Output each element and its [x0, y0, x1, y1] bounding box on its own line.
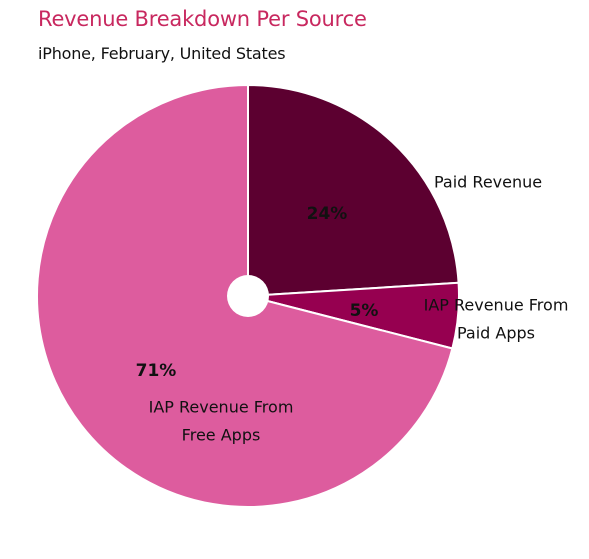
- pie-category-label: IAP Revenue From Paid Apps: [424, 296, 569, 343]
- pie-percent-label: 71%: [136, 361, 177, 381]
- pie-percent-label: 5%: [350, 301, 379, 321]
- pie-category-label-line: Paid Revenue: [434, 173, 542, 192]
- pie-center-hole: [227, 275, 269, 317]
- pie-category-label-line: IAP Revenue From: [424, 296, 569, 315]
- chart-subtitle: iPhone, February, United States: [38, 44, 286, 63]
- pie-category-label-line: Free Apps: [182, 426, 261, 445]
- chart-title: Revenue Breakdown Per Source: [38, 7, 367, 31]
- pie-category-label: IAP Revenue From Free Apps: [149, 398, 294, 445]
- pie-category-label-line: IAP Revenue From: [149, 398, 294, 417]
- pie-slice-1: [247, 83, 460, 298]
- pie-percent-label: 24%: [307, 204, 348, 224]
- pie-category-label-line: Paid Apps: [457, 324, 535, 343]
- pie-category-label: Paid Revenue: [434, 173, 542, 192]
- pie-labels: 24% Paid Revenue 5% IAP Revenue From Paid Ap…: [136, 173, 569, 445]
